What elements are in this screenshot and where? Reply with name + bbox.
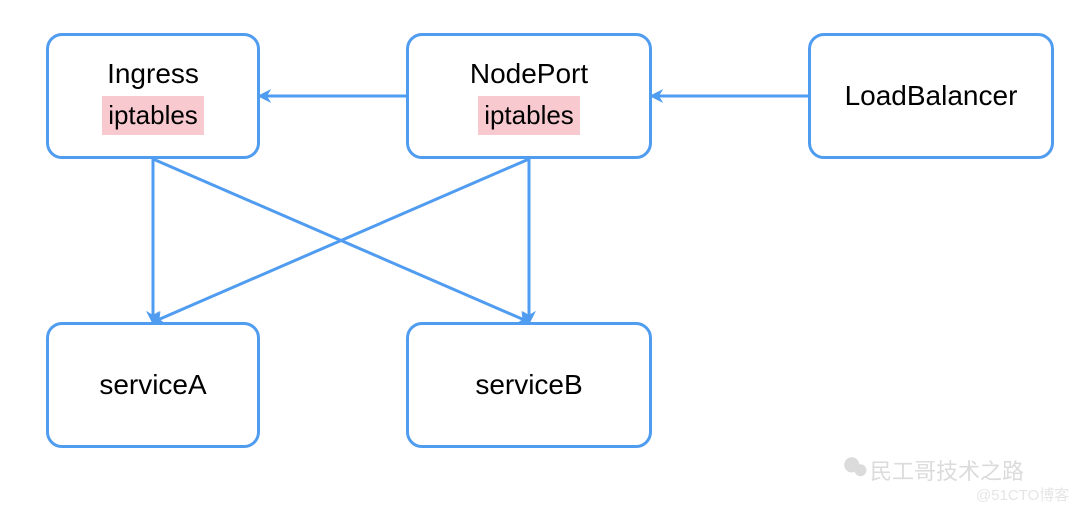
watermark-cn: 民工哥技术之路 bbox=[870, 454, 1024, 486]
node-ingress-badge: iptables bbox=[102, 96, 204, 135]
node-nodeport-title: NodePort bbox=[470, 58, 588, 90]
node-nodeport-badge: iptables bbox=[478, 96, 580, 135]
node-serviceA: serviceA bbox=[46, 322, 260, 448]
node-ingress-title: Ingress bbox=[107, 58, 199, 90]
node-serviceB-title: serviceB bbox=[475, 369, 582, 401]
node-serviceA-title: serviceA bbox=[99, 369, 206, 401]
node-serviceB: serviceB bbox=[406, 322, 652, 448]
watermark-en: @51CTO博客 bbox=[976, 484, 1069, 505]
node-loadbalancer-title: LoadBalancer bbox=[845, 80, 1018, 112]
wechat-icon bbox=[842, 454, 868, 480]
edge-ingress-to-serviceB bbox=[153, 159, 529, 322]
node-nodeport: NodePort iptables bbox=[406, 33, 652, 159]
node-loadbalancer: LoadBalancer bbox=[808, 33, 1054, 159]
edge-nodeport-to-serviceA bbox=[153, 159, 529, 322]
node-ingress: Ingress iptables bbox=[46, 33, 260, 159]
